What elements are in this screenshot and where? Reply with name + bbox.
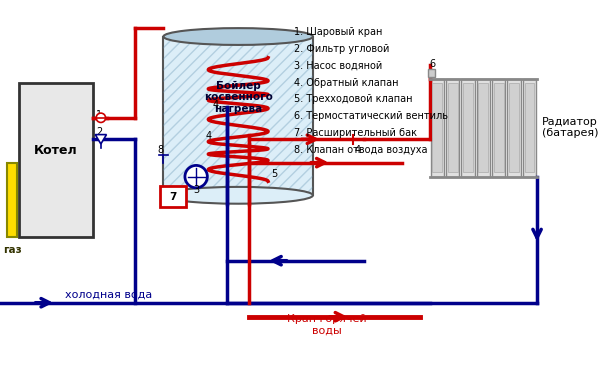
Bar xyxy=(431,79,444,177)
Text: 8: 8 xyxy=(157,145,163,155)
Text: 5: 5 xyxy=(271,169,277,178)
Text: 7. Расширительный бак: 7. Расширительный бак xyxy=(294,128,417,138)
Bar xyxy=(448,83,458,172)
Bar xyxy=(163,36,313,195)
Bar xyxy=(524,83,534,172)
Text: 4. Обратный клапан: 4. Обратный клапан xyxy=(294,78,399,88)
Bar xyxy=(492,79,505,177)
Ellipse shape xyxy=(163,187,313,204)
Bar xyxy=(446,79,460,177)
Text: Кран горячей
воды: Кран горячей воды xyxy=(287,314,367,335)
Text: 2. Фильтр угловой: 2. Фильтр угловой xyxy=(294,44,389,54)
Text: 3: 3 xyxy=(193,186,199,196)
Bar xyxy=(428,69,435,77)
Text: 2: 2 xyxy=(96,127,103,137)
Text: 4: 4 xyxy=(213,101,219,111)
Circle shape xyxy=(185,165,208,188)
Bar xyxy=(509,83,519,172)
Text: 4: 4 xyxy=(205,131,212,141)
Bar xyxy=(523,79,536,177)
Bar xyxy=(494,83,503,172)
Bar xyxy=(7,162,17,237)
Text: 1: 1 xyxy=(96,110,103,120)
Bar xyxy=(476,79,490,177)
Bar xyxy=(163,36,313,195)
Text: холодная вода: холодная вода xyxy=(65,290,152,300)
Text: 8. Клапан отвода воздуха: 8. Клапан отвода воздуха xyxy=(294,145,428,155)
Bar xyxy=(160,186,186,207)
Bar xyxy=(463,83,473,172)
Bar xyxy=(461,79,475,177)
Text: 6: 6 xyxy=(430,59,436,69)
Polygon shape xyxy=(95,135,106,144)
Text: Радиатор
(батарея): Радиатор (батарея) xyxy=(542,117,598,138)
Text: 4: 4 xyxy=(355,145,361,155)
Text: газ: газ xyxy=(3,245,22,255)
Text: Котел: Котел xyxy=(34,144,78,157)
Text: 6. Термостатический вентиль: 6. Термостатический вентиль xyxy=(294,111,448,121)
Bar xyxy=(19,83,94,237)
Text: Бойлер
косвенного
нагрева: Бойлер косвенного нагрева xyxy=(204,81,272,114)
Bar xyxy=(507,79,521,177)
Bar xyxy=(478,83,488,172)
Text: 5. Трехходовой клапан: 5. Трехходовой клапан xyxy=(294,95,413,104)
Text: 3. Насос водяной: 3. Насос водяной xyxy=(294,61,382,71)
Ellipse shape xyxy=(163,28,313,45)
Bar xyxy=(433,83,442,172)
Circle shape xyxy=(96,113,106,122)
Text: 1. Шаровый кран: 1. Шаровый кран xyxy=(294,27,383,37)
Text: 7: 7 xyxy=(169,192,176,202)
